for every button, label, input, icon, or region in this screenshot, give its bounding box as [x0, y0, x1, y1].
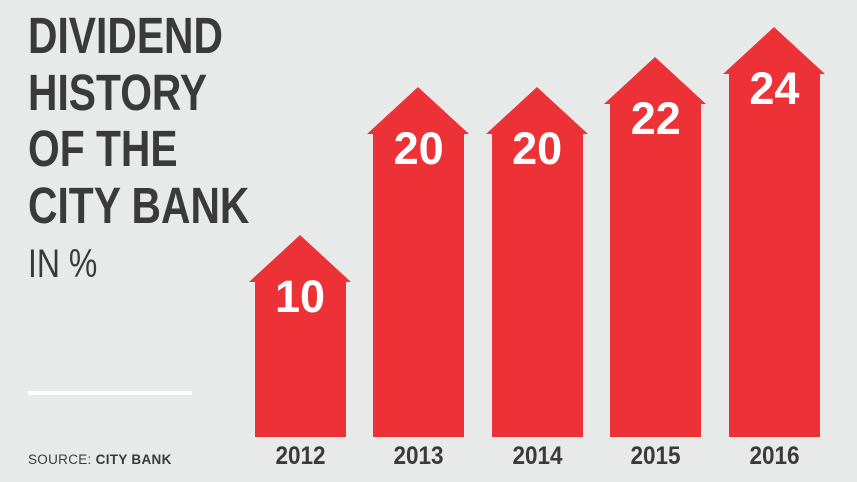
bar-value-label-2015: 22 [630, 93, 681, 145]
arrow-body: 20 [373, 126, 465, 437]
arrow-body: 10 [254, 274, 346, 437]
arrow-head-icon [604, 57, 707, 105]
title-line-2: HISTORY [28, 63, 208, 121]
arrow-head-icon [485, 86, 588, 134]
source-note: SOURCE: CITY BANK [28, 452, 172, 467]
category-label-2016: 2016 [749, 442, 800, 470]
title-line-3: OF THE [28, 120, 178, 177]
bar-arrow-2015: 22 [604, 57, 707, 437]
bar-arrow-2016: 24 [722, 27, 826, 437]
arrow-body: 24 [728, 66, 820, 437]
bar-value-label-2016: 24 [749, 63, 800, 115]
source-label: SOURCE: [28, 452, 92, 467]
title-block: DIVIDEND HISTORY OF THE CITY BANK IN % [28, 7, 250, 288]
bar-arrow-2013: 20 [367, 86, 470, 437]
title-line-1: DIVIDEND [28, 7, 223, 64]
title-line-4: CITY BANK [28, 176, 250, 234]
bar-value-label-2013: 20 [393, 122, 444, 174]
bar-value-label-2014: 20 [512, 122, 563, 174]
unit-label: IN % [28, 242, 98, 286]
category-label-2012: 2012 [274, 442, 326, 470]
arrow-head-icon [367, 86, 470, 134]
bar-arrow-2014: 20 [485, 86, 589, 437]
divider-line [28, 391, 192, 395]
bar-value-label-2012: 10 [274, 271, 326, 323]
bar-arrow-2012: 10 [248, 235, 352, 437]
arrow-head-icon [248, 235, 351, 283]
category-label-2014: 2014 [512, 442, 563, 470]
category-label-2013: 2013 [393, 442, 444, 470]
arrow-head-icon [722, 27, 825, 75]
source-value: CITY BANK [95, 452, 172, 467]
arrow-body: 20 [491, 126, 583, 437]
category-label-2015: 2015 [630, 442, 681, 470]
arrow-body: 22 [610, 96, 702, 437]
